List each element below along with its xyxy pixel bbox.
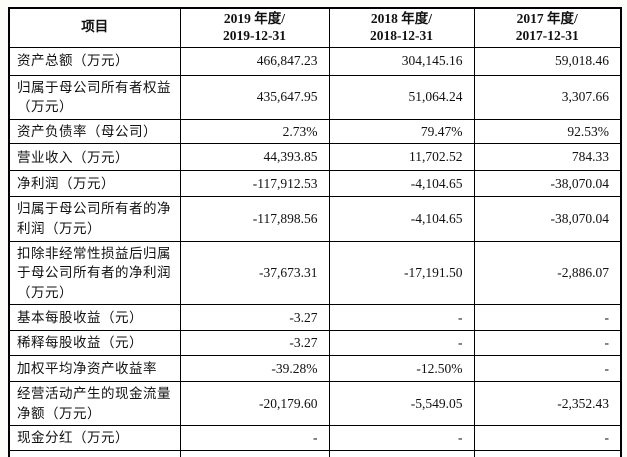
value-2018: -12.50% (328, 355, 475, 383)
col-header-2018-date: 2018-12-31 (370, 27, 433, 43)
value-2018: 205.18% (328, 449, 475, 457)
row-label: 加权平均净资产收益率 (8, 355, 181, 383)
col-header-2017: 2017 年度/ 2017-12-31 (473, 7, 622, 48)
value-2017: - (473, 330, 622, 357)
value-2017: 380.73% (473, 449, 622, 457)
value-2019: -20,179.60 (179, 381, 330, 427)
row-label: 归属于母公司所有者的净利润（万元） (8, 196, 181, 242)
table-row-net-profit-excl-nonrecurring: 扣除非经常性损益后归属于母公司所有者的净利润（万元） -37,673.31 -1… (8, 240, 622, 306)
col-header-2019-date: 2019-12-31 (223, 27, 286, 43)
value-2019: -117,912.53 (179, 170, 330, 198)
value-2017: -2,886.07 (473, 240, 622, 306)
value-2018: - (328, 304, 475, 332)
table-row-diluted-eps: 稀释每股收益（元） -3.27 - - (8, 330, 622, 357)
value-2018: -4,104.65 (328, 170, 475, 198)
value-2019: -117,898.56 (179, 196, 330, 242)
table-row-weighted-roe: 加权平均净资产收益率 -39.28% -12.50% - (8, 355, 622, 383)
table-row-revenue: 营业收入（万元） 44,393.85 11,702.52 784.33 (8, 143, 622, 172)
row-label: 研发投入占营业收入比例 (8, 449, 181, 457)
value-2019: -37,673.31 (179, 240, 330, 306)
value-2018: -5,549.05 (328, 381, 475, 427)
value-2018: 11,702.52 (328, 143, 475, 172)
header-row: 项目 2019 年度/ 2019-12-31 2018 年度/ 2018-12-… (8, 7, 622, 48)
table-row-debt-ratio: 资产负债率（母公司） 2.73% 79.47% 92.53% (8, 118, 622, 145)
value-2017: - (473, 304, 622, 332)
table-row-basic-eps: 基本每股收益（元） -3.27 - - (8, 304, 622, 332)
value-2019: 466,847.23 (179, 46, 330, 76)
value-2017: -38,070.04 (473, 170, 622, 198)
row-label: 经营活动产生的现金流量净额（万元） (8, 381, 181, 427)
value-2019: -3.27 (179, 304, 330, 332)
value-2017: - (473, 425, 622, 451)
table-row-rd-to-revenue-ratio: 研发投入占营业收入比例 122.32% 205.18% 380.73% (8, 449, 622, 457)
col-header-2019-year: 2019 年度/ (223, 11, 286, 26)
value-2019: 2.73% (179, 118, 330, 145)
row-label: 净利润（万元） (8, 170, 181, 198)
col-header-2019: 2019 年度/ 2019-12-31 (179, 7, 330, 48)
row-label: 归属于母公司所有者权益（万元） (8, 74, 181, 120)
col-header-2017-year: 2017 年度/ (516, 11, 578, 26)
value-2017: 784.33 (473, 143, 622, 172)
value-2018: - (328, 330, 475, 357)
row-label: 营业收入（万元） (8, 143, 181, 172)
col-header-item-label: 项目 (81, 19, 109, 35)
col-header-item: 项目 (8, 7, 181, 48)
value-2018: -17,191.50 (328, 240, 475, 306)
table-row-net-profit: 净利润（万元） -117,912.53 -4,104.65 -38,070.04 (8, 170, 622, 198)
value-2017: -2,352.43 (473, 381, 622, 427)
row-label: 基本每股收益（元） (8, 304, 181, 332)
value-2019: 44,393.85 (179, 143, 330, 172)
value-2018: - (328, 425, 475, 451)
value-2017: 3,307.66 (473, 74, 622, 120)
value-2018: 51,064.24 (328, 74, 475, 120)
value-2017: 59,018.46 (473, 46, 622, 76)
table-row-operating-cash-flow: 经营活动产生的现金流量净额（万元） -20,179.60 -5,549.05 -… (8, 381, 622, 427)
value-2017: 92.53% (473, 118, 622, 145)
value-2018: 304,145.16 (328, 46, 475, 76)
row-label: 稀释每股收益（元） (8, 330, 181, 357)
table-row-cash-dividend: 现金分红（万元） - - - (8, 425, 622, 451)
value-2019: -39.28% (179, 355, 330, 383)
col-header-2018: 2018 年度/ 2018-12-31 (328, 7, 475, 48)
value-2018: 79.47% (328, 118, 475, 145)
table-row-total-assets: 资产总额（万元） 466,847.23 304,145.16 59,018.46 (8, 46, 622, 76)
col-header-2018-year: 2018 年度/ (370, 11, 433, 26)
row-label: 扣除非经常性损益后归属于母公司所有者的净利润（万元） (8, 240, 181, 306)
value-2018: -4,104.65 (328, 196, 475, 242)
row-label: 资产总额（万元） (8, 46, 181, 76)
value-2019: - (179, 425, 330, 451)
value-2019: -3.27 (179, 330, 330, 357)
row-label: 资产负债率（母公司） (8, 118, 181, 145)
financial-summary-table: 项目 2019 年度/ 2019-12-31 2018 年度/ 2018-12-… (8, 7, 622, 457)
value-2019: 435,647.95 (179, 74, 330, 120)
value-2017: - (473, 355, 622, 383)
col-header-2017-date: 2017-12-31 (515, 27, 579, 43)
table-row-parent-net-profit: 归属于母公司所有者的净利润（万元） -117,898.56 -4,104.65 … (8, 196, 622, 242)
value-2019: 122.32% (179, 449, 330, 457)
value-2017: -38,070.04 (473, 196, 622, 242)
table-row-parent-equity: 归属于母公司所有者权益（万元） 435,647.95 51,064.24 3,3… (8, 74, 622, 120)
row-label: 现金分红（万元） (8, 425, 181, 451)
